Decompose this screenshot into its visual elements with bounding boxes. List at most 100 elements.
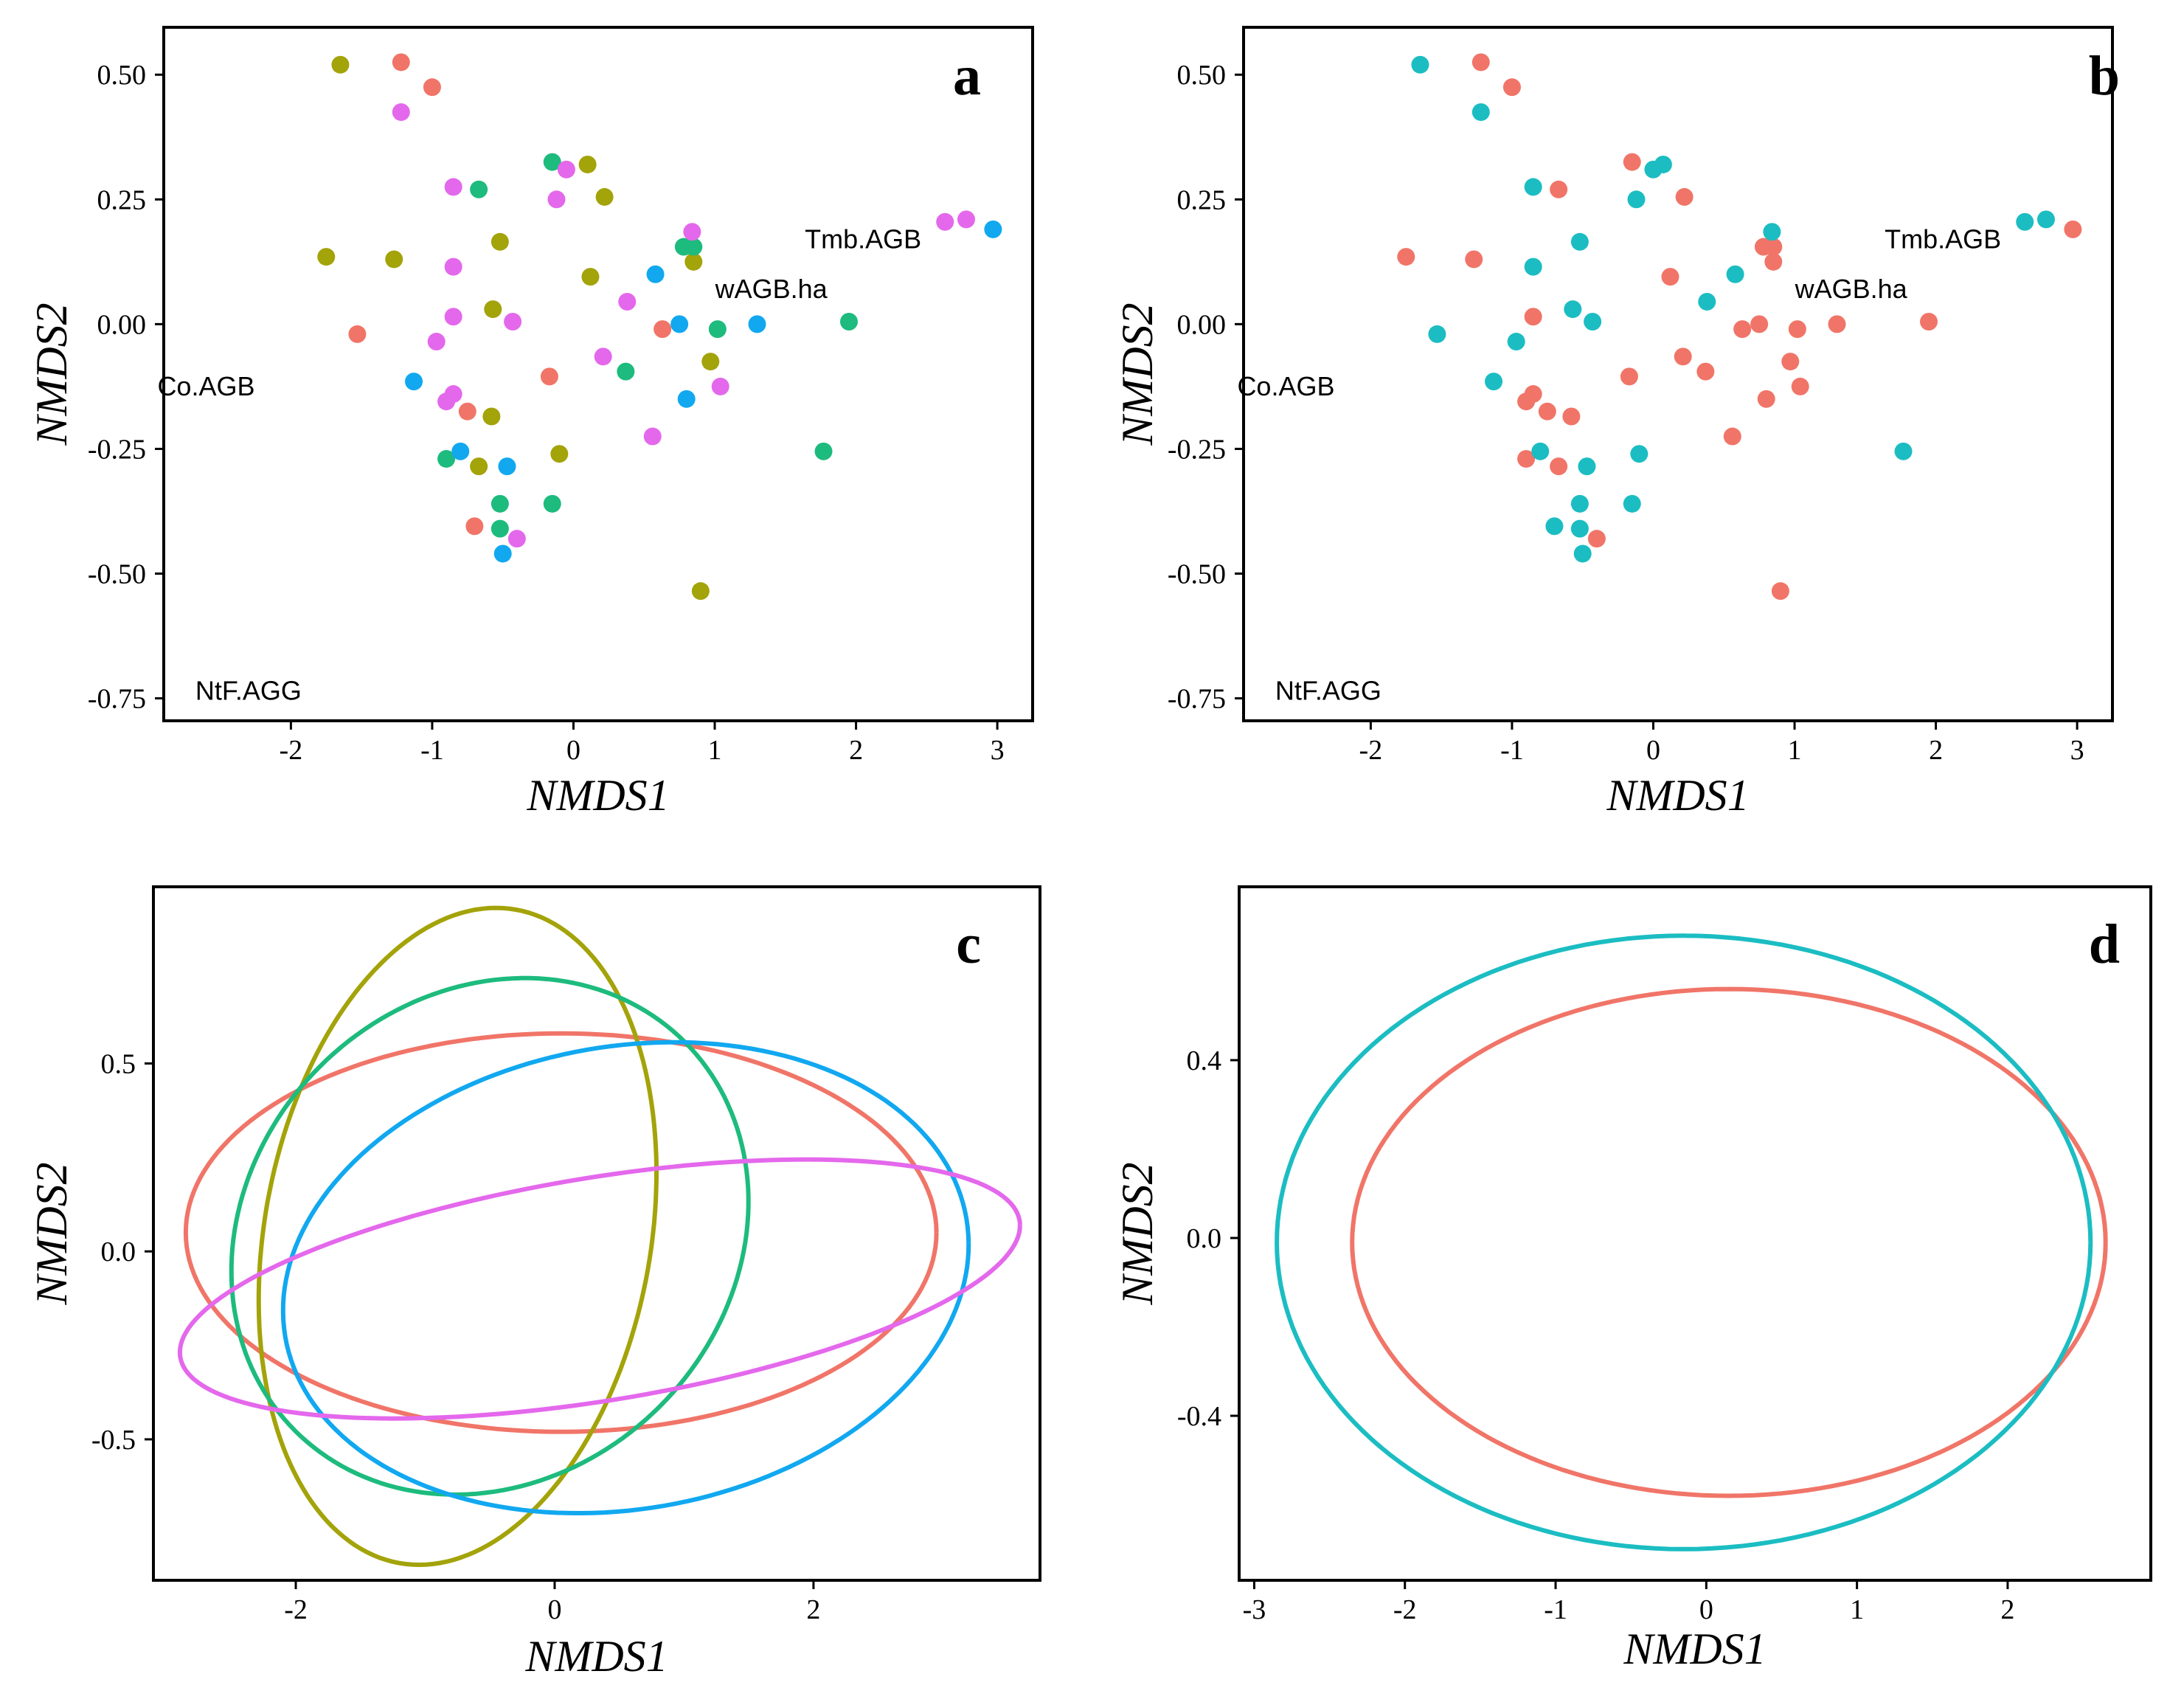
scatter-point-a-series-1: [348, 325, 367, 343]
y-tick-label: -0.75: [1168, 684, 1226, 715]
variable-label: wAGB.ha: [715, 274, 828, 304]
scatter-point-a-series-5: [444, 308, 462, 326]
scatter-point-b-series-2: [1654, 155, 1672, 173]
scatter-point-a-series-2: [484, 300, 502, 319]
scatter-point-a-series-3: [543, 494, 561, 513]
scatter-point-a-series-3: [490, 494, 509, 513]
y-tick-label: -0.50: [88, 559, 146, 590]
scatter-point-a-series-1: [392, 53, 410, 72]
scatter-point-b-series-1: [1764, 238, 1783, 256]
panel-c-content: -2 0 2 0.5 0.0 -0.5: [91, 905, 1022, 1625]
panel-c-frame: [152, 885, 1041, 1582]
scatter-point-b-series-2: [1570, 232, 1589, 251]
scatter-point-b-series-2: [1630, 445, 1649, 463]
x-tick-label: 2: [1929, 735, 1943, 766]
y-tick-label: 0.25: [97, 184, 147, 215]
ellipse-c-series-2: [256, 905, 659, 1567]
panel-d-y-title: NMDS2: [1113, 1162, 1162, 1305]
variable-label: Co.AGB: [157, 371, 254, 401]
scatter-point-b-series-2: [1485, 373, 1503, 391]
scatter-point-b-series-1: [1757, 390, 1775, 408]
variable-label: NtF.AGG: [1275, 675, 1382, 705]
scatter-point-b-series-1: [1517, 449, 1536, 468]
scatter-point-b-series-1: [1828, 315, 1846, 333]
scatter-point-a-series-5: [444, 178, 462, 196]
panel-a-frame: [162, 26, 1034, 722]
x-tick-label: -2: [1393, 1594, 1417, 1625]
y-tick-label: -0.5: [91, 1425, 136, 1456]
scatter-point-b-series-2: [1471, 103, 1490, 121]
scatter-point-b-series-1: [1674, 347, 1692, 366]
y-tick-label: -0.50: [1168, 559, 1226, 590]
scatter-point-b-series-1: [1723, 427, 1741, 446]
scatter-point-b-series-1: [1919, 312, 1938, 331]
panel-d: d NMDS1 NMDS2: [1113, 885, 2152, 1673]
scatter-point-a-series-3: [543, 153, 561, 171]
scatter-point-b-series-2: [1570, 519, 1589, 538]
scatter-point-b-series-2: [1428, 325, 1446, 343]
scatter-point-b-series-2: [1894, 442, 1913, 460]
scatter-point-a-series-5: [427, 333, 446, 351]
scatter-point-a-series-3: [617, 362, 635, 381]
x-tick-label: 1: [1850, 1594, 1864, 1625]
scatter-point-a-series-4: [493, 544, 512, 563]
x-tick-label: 2: [806, 1594, 820, 1625]
x-tick-label: 2: [849, 735, 863, 766]
scatter-point-a-series-3: [490, 519, 509, 538]
scatter-point-b-series-2: [1564, 300, 1582, 319]
scatter-point-b-series-1: [1661, 268, 1679, 286]
y-tick-label: 0.0: [101, 1236, 136, 1267]
variable-label: Tmb.AGB: [805, 224, 921, 254]
scatter-point-b-series-1: [1771, 582, 1789, 601]
scatter-point-a-series-5: [618, 292, 637, 311]
scatter-point-b-series-1: [1781, 353, 1800, 371]
scatter-point-b-series-1: [1550, 457, 1568, 476]
scatter-point-a-series-3: [839, 312, 858, 331]
scatter-point-b-series-2: [1726, 265, 1744, 283]
scatter-point-a-series-2: [578, 155, 597, 173]
scatter-point-a-series-5: [444, 257, 462, 276]
panel-d-x-title: NMDS1: [1623, 1625, 1766, 1673]
panel-c-y-title: NMDS2: [27, 1162, 76, 1305]
scatter-point-b-series-1: [1764, 252, 1783, 271]
scatter-point-b-series-2: [1507, 333, 1525, 351]
scatter-point-b-series-1: [2064, 220, 2082, 238]
y-tick-label: 0.5: [101, 1048, 136, 1079]
scatter-point-a-series-4: [646, 265, 665, 283]
y-tick-label: 0.25: [1177, 184, 1227, 215]
scatter-point-a-series-5: [507, 530, 526, 548]
ellipse-c-series-1: [183, 1031, 939, 1434]
scatter-point-a-series-5: [557, 160, 575, 179]
scatter-point-a-series-4: [405, 373, 423, 391]
scatter-point-a-series-1: [423, 78, 441, 97]
scatter-point-b-series-1: [1788, 320, 1806, 339]
scatter-point-a-series-4: [498, 457, 516, 476]
scatter-point-a-series-1: [540, 367, 558, 386]
scatter-point-a-series-3: [684, 238, 703, 256]
panel-b-x-title: NMDS1: [1606, 771, 1749, 820]
x-tick-label: 1: [1788, 735, 1802, 766]
scatter-point-a-series-3: [470, 180, 488, 198]
scatter-point-a-series-3: [437, 449, 456, 468]
scatter-point-a-series-4: [670, 315, 689, 333]
x-tick-label: -3: [1243, 1594, 1266, 1625]
scatter-point-a-series-2: [595, 187, 614, 206]
scatter-point-b-series-2: [2016, 212, 2034, 231]
y-tick-label: -0.25: [1168, 434, 1226, 465]
scatter-point-b-series-2: [1531, 442, 1550, 460]
x-tick-label: 2: [2000, 1594, 2014, 1625]
y-tick-label: -0.25: [88, 434, 146, 465]
y-tick-label: -0.4: [1177, 1401, 1221, 1432]
scatter-point-b-series-1: [1465, 250, 1483, 269]
scatter-point-b-series-2: [1698, 292, 1716, 311]
x-tick-label: -2: [1359, 735, 1383, 766]
variable-label: Tmb.AGB: [1885, 224, 2001, 254]
x-tick-label: 1: [708, 735, 722, 766]
variable-label: Co.AGB: [1237, 371, 1334, 401]
panel-d-content: -3 -2 -1 0 1 2 0.4 0.0 -0.4: [1177, 933, 2108, 1625]
scatter-point-a-series-5: [936, 212, 954, 231]
scatter-point-a-series-2: [684, 252, 703, 271]
scatter-point-a-series-2: [490, 232, 509, 251]
ellipse-c-series-4: [280, 1040, 971, 1515]
scatter-point-a-series-5: [392, 103, 410, 121]
